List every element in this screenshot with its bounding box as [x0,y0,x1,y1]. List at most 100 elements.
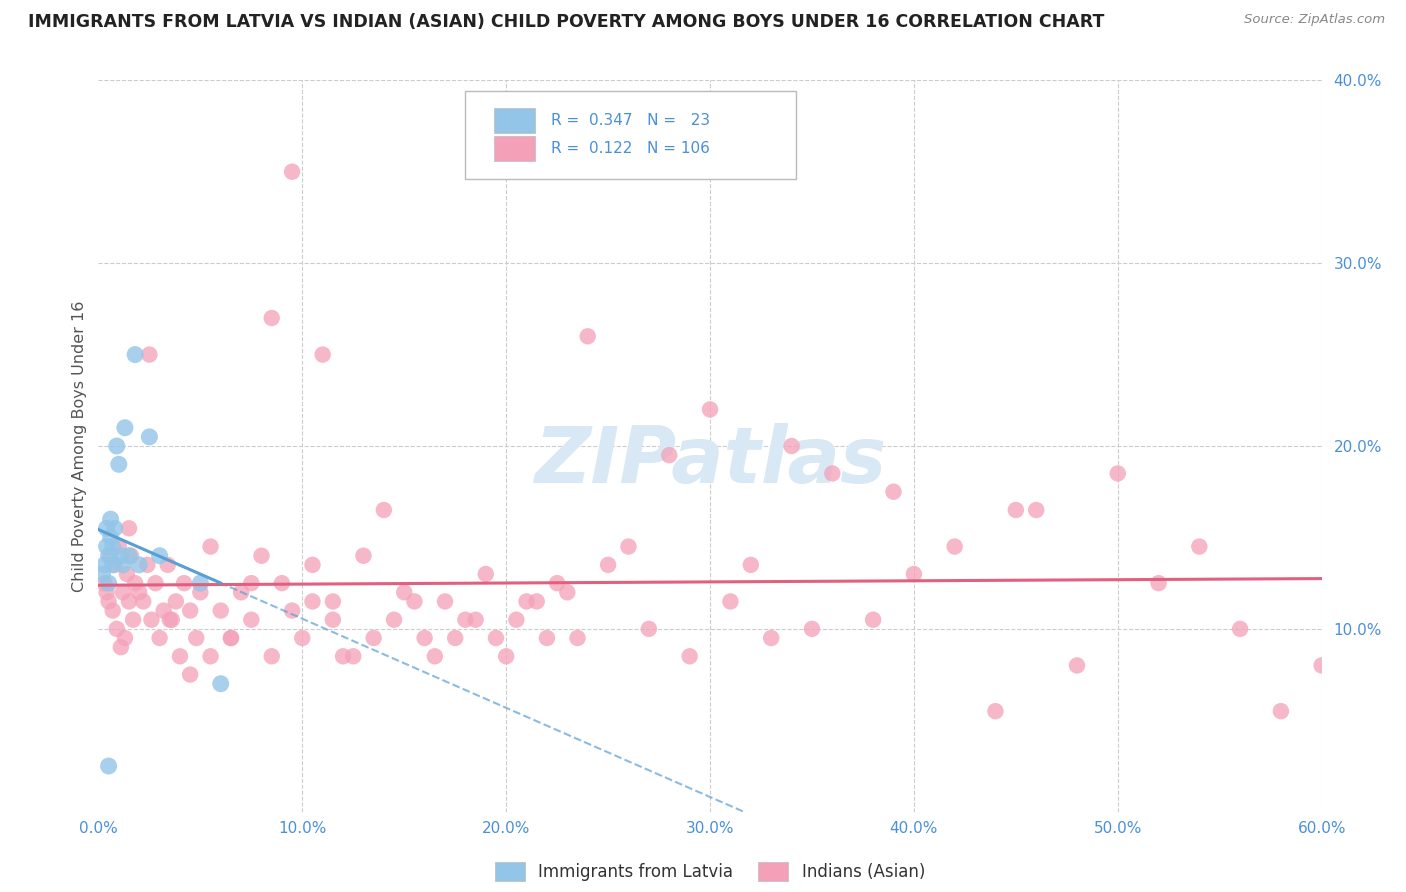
Immigrants from Latvia [91,567,114,582]
Indians (Asian) [454,613,477,627]
Immigrants from Latvia [97,549,120,563]
Indians (Asian) [536,631,558,645]
Indians (Asian) [1004,503,1026,517]
Immigrants from Latvia [124,348,146,362]
Text: IMMIGRANTS FROM LATVIA VS INDIAN (ASIAN) CHILD POVERTY AMONG BOYS UNDER 16 CORRE: IMMIGRANTS FROM LATVIA VS INDIAN (ASIAN)… [28,13,1105,31]
Immigrants from Latvia [111,558,134,572]
Indians (Asian) [658,448,681,462]
Text: Source: ZipAtlas.com: Source: ZipAtlas.com [1244,13,1385,27]
Text: R =  0.122   N = 106: R = 0.122 N = 106 [551,141,710,156]
Indians (Asian) [557,585,579,599]
Indians (Asian) [312,348,335,362]
Indians (Asian) [114,631,136,645]
Indians (Asian) [883,484,905,499]
Indians (Asian) [1066,658,1088,673]
Immigrants from Latvia [105,439,128,453]
Indians (Asian) [179,603,201,617]
Immigrants from Latvia [188,576,212,591]
Indians (Asian) [270,576,294,591]
Indians (Asian) [188,585,212,599]
Indians (Asian) [1310,658,1333,673]
Indians (Asian) [342,649,364,664]
Immigrants from Latvia [97,576,120,591]
Indians (Asian) [96,585,118,599]
Indians (Asian) [240,613,263,627]
Indians (Asian) [495,649,517,664]
Indians (Asian) [720,594,742,608]
Indians (Asian) [984,704,1007,718]
Indians (Asian) [322,594,344,608]
Indians (Asian) [423,649,446,664]
Indians (Asian) [260,649,283,664]
Indians (Asian) [1270,704,1292,718]
Indians (Asian) [159,613,181,627]
Indians (Asian) [145,576,167,591]
Indians (Asian) [903,567,925,582]
Immigrants from Latvia [96,540,118,554]
Immigrants from Latvia [100,512,122,526]
Legend: Immigrants from Latvia, Indians (Asian): Immigrants from Latvia, Indians (Asian) [488,855,932,888]
Immigrants from Latvia [110,549,132,563]
Indians (Asian) [118,594,141,608]
Indians (Asian) [219,631,242,645]
Indians (Asian) [485,631,508,645]
Indians (Asian) [100,549,122,563]
Indians (Asian) [598,558,620,572]
Indians (Asian) [567,631,589,645]
Indians (Asian) [165,594,187,608]
Indians (Asian) [301,558,323,572]
Indians (Asian) [122,613,145,627]
Indians (Asian) [110,640,132,655]
Indians (Asian) [332,649,354,664]
Indians (Asian) [149,631,172,645]
FancyBboxPatch shape [465,91,796,179]
Immigrants from Latvia [101,540,124,554]
Indians (Asian) [104,558,127,572]
Immigrants from Latvia [114,421,136,435]
Indians (Asian) [156,558,179,572]
FancyBboxPatch shape [494,136,536,161]
Indians (Asian) [862,613,884,627]
Indians (Asian) [546,576,568,591]
Indians (Asian) [260,311,283,326]
Indians (Asian) [200,540,222,554]
Indians (Asian) [943,540,966,554]
Indians (Asian) [160,613,183,627]
Indians (Asian) [209,603,232,617]
Indians (Asian) [1188,540,1211,554]
Indians (Asian) [1229,622,1251,636]
Immigrants from Latvia [96,521,118,535]
FancyBboxPatch shape [494,108,536,133]
Indians (Asian) [516,594,538,608]
Y-axis label: Child Poverty Among Boys Under 16: Child Poverty Among Boys Under 16 [72,301,87,591]
Indians (Asian) [617,540,640,554]
Indians (Asian) [526,594,548,608]
Indians (Asian) [291,631,314,645]
Indians (Asian) [97,594,120,608]
Indians (Asian) [505,613,527,627]
Immigrants from Latvia [138,430,160,444]
Indians (Asian) [1107,467,1129,481]
Immigrants from Latvia [118,549,141,563]
Indians (Asian) [281,603,304,617]
Indians (Asian) [231,585,253,599]
Indians (Asian) [111,585,134,599]
Indians (Asian) [1147,576,1170,591]
Indians (Asian) [138,348,160,362]
Indians (Asian) [136,558,159,572]
Indians (Asian) [699,402,721,417]
Indians (Asian) [464,613,486,627]
Indians (Asian) [141,613,163,627]
Immigrants from Latvia [100,530,122,544]
Text: ZIPatlas: ZIPatlas [534,423,886,499]
Indians (Asian) [281,165,304,179]
Indians (Asian) [120,549,142,563]
Indians (Asian) [801,622,824,636]
Indians (Asian) [322,613,344,627]
Indians (Asian) [363,631,385,645]
Indians (Asian) [118,521,141,535]
Indians (Asian) [373,503,395,517]
Immigrants from Latvia [128,558,150,572]
Indians (Asian) [404,594,426,608]
Indians (Asian) [638,622,661,636]
